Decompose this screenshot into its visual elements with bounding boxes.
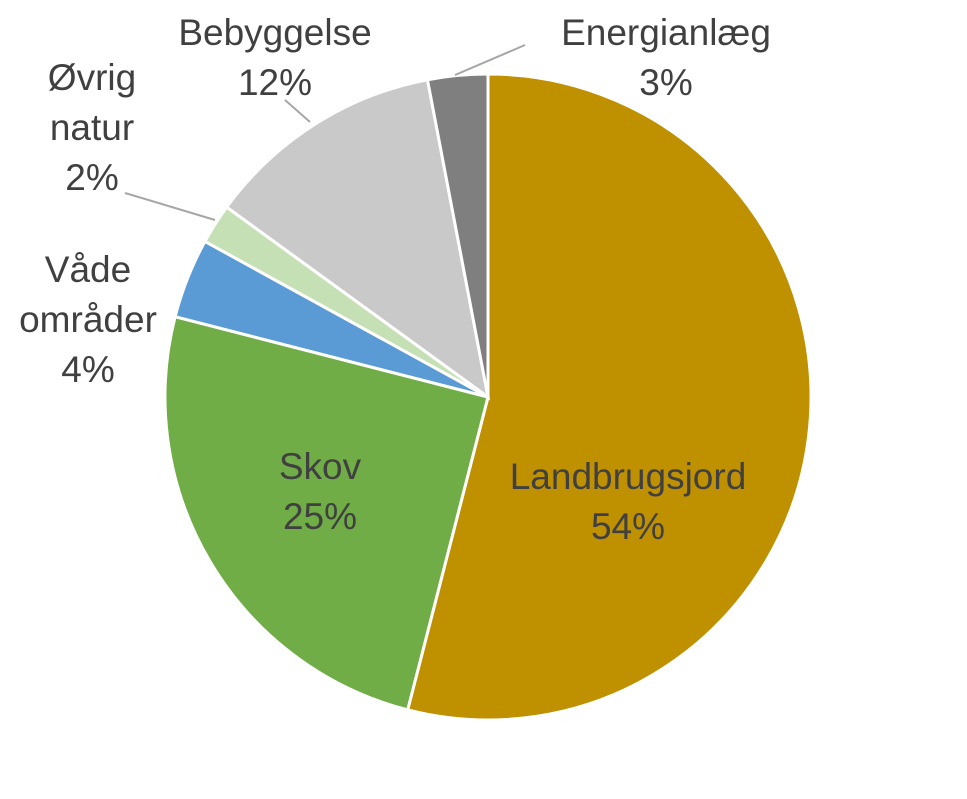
category-label: Landbrugsjord (509, 456, 747, 497)
pie-slice (224, 77, 491, 401)
pie-slice (425, 72, 490, 398)
pie-slice (405, 72, 813, 722)
leader-line (124, 192, 216, 221)
leader-line (284, 99, 311, 123)
data-label: Energianlæg 3% (561, 8, 771, 108)
leader-line (454, 44, 526, 76)
value-label: 4% (61, 349, 115, 390)
value-label: 54% (590, 506, 666, 547)
data-label: Våde områder 4% (3, 245, 173, 395)
data-label: Landbrugsjord 54% (510, 452, 747, 552)
value-label: 12% (237, 62, 313, 103)
data-label: Skov 25% (279, 442, 361, 542)
category-label: Bebyggelse (178, 12, 372, 53)
data-label: Bebyggelse 12% (178, 8, 371, 108)
data-label: Øvrig natur 2% (22, 53, 162, 203)
value-label: 3% (639, 62, 693, 103)
category-label: Energianlæg (561, 12, 771, 53)
category-label: Våde områder (19, 249, 157, 340)
value-label: 2% (65, 157, 119, 198)
pie-slice (163, 314, 490, 712)
category-label: Skov (278, 446, 362, 487)
category-label: Øvrig natur (47, 57, 137, 148)
value-label: 25% (282, 496, 358, 537)
